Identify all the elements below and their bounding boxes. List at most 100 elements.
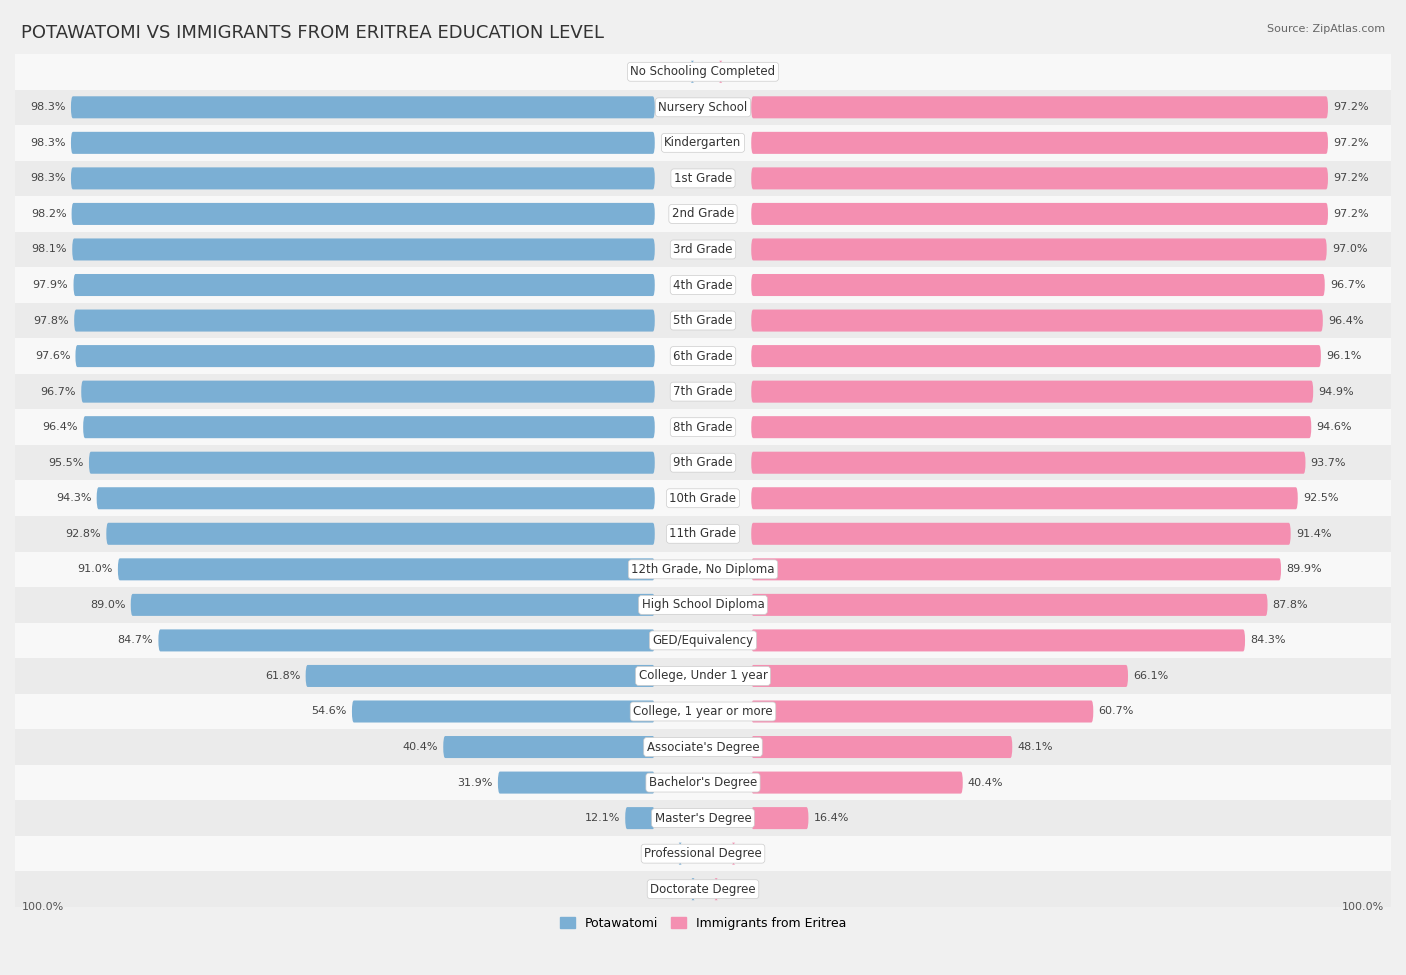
Text: College, 1 year or more: College, 1 year or more <box>633 705 773 718</box>
FancyBboxPatch shape <box>751 488 1298 509</box>
Text: 96.1%: 96.1% <box>1326 351 1361 361</box>
Text: 8th Grade: 8th Grade <box>673 420 733 434</box>
Text: 98.2%: 98.2% <box>31 209 66 219</box>
Text: 2.1%: 2.1% <box>683 884 711 894</box>
FancyBboxPatch shape <box>679 842 682 865</box>
Legend: Potawatomi, Immigrants from Eritrea: Potawatomi, Immigrants from Eritrea <box>555 912 851 935</box>
FancyBboxPatch shape <box>751 168 1329 189</box>
FancyBboxPatch shape <box>751 451 1306 474</box>
Text: 61.8%: 61.8% <box>266 671 301 681</box>
Text: POTAWATOMI VS IMMIGRANTS FROM ERITREA EDUCATION LEVEL: POTAWATOMI VS IMMIGRANTS FROM ERITREA ED… <box>21 24 605 42</box>
Bar <box>15 54 1391 90</box>
Text: 98.1%: 98.1% <box>31 245 67 254</box>
Text: 3rd Grade: 3rd Grade <box>673 243 733 256</box>
Text: Bachelor's Degree: Bachelor's Degree <box>650 776 756 789</box>
FancyBboxPatch shape <box>751 665 1128 687</box>
FancyBboxPatch shape <box>83 416 655 438</box>
FancyBboxPatch shape <box>751 630 1246 651</box>
Text: Kindergarten: Kindergarten <box>665 136 741 149</box>
FancyBboxPatch shape <box>626 807 655 829</box>
Bar <box>15 729 1391 764</box>
Bar <box>15 410 1391 445</box>
Text: Source: ZipAtlas.com: Source: ZipAtlas.com <box>1267 24 1385 34</box>
Text: 92.8%: 92.8% <box>66 528 101 539</box>
Text: 31.9%: 31.9% <box>457 778 492 788</box>
Text: 89.9%: 89.9% <box>1286 565 1322 574</box>
Text: 98.3%: 98.3% <box>31 102 66 112</box>
Text: Nursery School: Nursery School <box>658 100 748 114</box>
Text: No Schooling Completed: No Schooling Completed <box>630 65 776 78</box>
Text: 97.2%: 97.2% <box>1333 209 1369 219</box>
Text: 84.3%: 84.3% <box>1250 636 1285 645</box>
FancyBboxPatch shape <box>714 878 718 900</box>
Text: 96.7%: 96.7% <box>1330 280 1365 290</box>
FancyBboxPatch shape <box>751 594 1268 616</box>
Text: Professional Degree: Professional Degree <box>644 847 762 860</box>
Text: 91.0%: 91.0% <box>77 565 112 574</box>
Text: 91.4%: 91.4% <box>1296 528 1331 539</box>
FancyBboxPatch shape <box>97 488 655 509</box>
Text: 2.8%: 2.8% <box>688 66 716 77</box>
Bar <box>15 658 1391 694</box>
FancyBboxPatch shape <box>352 700 655 722</box>
FancyBboxPatch shape <box>76 345 655 368</box>
Text: 12th Grade, No Diploma: 12th Grade, No Diploma <box>631 563 775 576</box>
FancyBboxPatch shape <box>443 736 655 758</box>
FancyBboxPatch shape <box>70 97 655 118</box>
FancyBboxPatch shape <box>751 309 1323 332</box>
Bar <box>15 445 1391 481</box>
FancyBboxPatch shape <box>75 309 655 332</box>
Text: 97.2%: 97.2% <box>1333 102 1369 112</box>
Text: 93.7%: 93.7% <box>1310 457 1346 468</box>
Text: 5th Grade: 5th Grade <box>673 314 733 327</box>
Text: 97.2%: 97.2% <box>1333 174 1369 183</box>
Bar <box>15 232 1391 267</box>
FancyBboxPatch shape <box>751 700 1094 722</box>
FancyBboxPatch shape <box>751 416 1312 438</box>
Bar <box>15 481 1391 516</box>
FancyBboxPatch shape <box>498 771 655 794</box>
Text: 1.6%: 1.6% <box>697 884 725 894</box>
Text: 40.4%: 40.4% <box>967 778 1004 788</box>
Text: 98.3%: 98.3% <box>31 174 66 183</box>
FancyBboxPatch shape <box>159 630 655 651</box>
FancyBboxPatch shape <box>82 380 655 403</box>
Text: Associate's Degree: Associate's Degree <box>647 741 759 754</box>
Text: 6th Grade: 6th Grade <box>673 350 733 363</box>
FancyBboxPatch shape <box>751 345 1320 368</box>
Text: 94.6%: 94.6% <box>1316 422 1353 432</box>
Bar <box>15 764 1391 800</box>
Text: 1.7%: 1.7% <box>697 66 725 77</box>
Text: GED/Equivalency: GED/Equivalency <box>652 634 754 647</box>
FancyBboxPatch shape <box>72 203 655 225</box>
Text: 60.7%: 60.7% <box>1098 707 1133 717</box>
Text: 9th Grade: 9th Grade <box>673 456 733 469</box>
FancyBboxPatch shape <box>718 60 723 83</box>
FancyBboxPatch shape <box>751 274 1324 296</box>
FancyBboxPatch shape <box>751 736 1012 758</box>
Text: 10th Grade: 10th Grade <box>669 491 737 505</box>
Text: 97.6%: 97.6% <box>35 351 70 361</box>
FancyBboxPatch shape <box>70 168 655 189</box>
Text: 87.8%: 87.8% <box>1272 600 1309 610</box>
FancyBboxPatch shape <box>751 132 1329 154</box>
Bar <box>15 338 1391 373</box>
FancyBboxPatch shape <box>73 274 655 296</box>
Text: 40.4%: 40.4% <box>402 742 439 752</box>
FancyBboxPatch shape <box>690 60 695 83</box>
Text: 96.4%: 96.4% <box>42 422 77 432</box>
Bar <box>15 90 1391 125</box>
FancyBboxPatch shape <box>751 771 963 794</box>
FancyBboxPatch shape <box>107 523 655 545</box>
Text: 3.6%: 3.6% <box>685 848 713 859</box>
Text: 48.1%: 48.1% <box>1018 742 1053 752</box>
FancyBboxPatch shape <box>70 132 655 154</box>
Text: 97.2%: 97.2% <box>1333 137 1369 148</box>
FancyBboxPatch shape <box>751 807 808 829</box>
Text: Master's Degree: Master's Degree <box>655 811 751 825</box>
Text: 12.1%: 12.1% <box>585 813 620 823</box>
FancyBboxPatch shape <box>305 665 655 687</box>
Text: 97.8%: 97.8% <box>34 316 69 326</box>
Bar <box>15 552 1391 587</box>
Text: 94.9%: 94.9% <box>1319 387 1354 397</box>
